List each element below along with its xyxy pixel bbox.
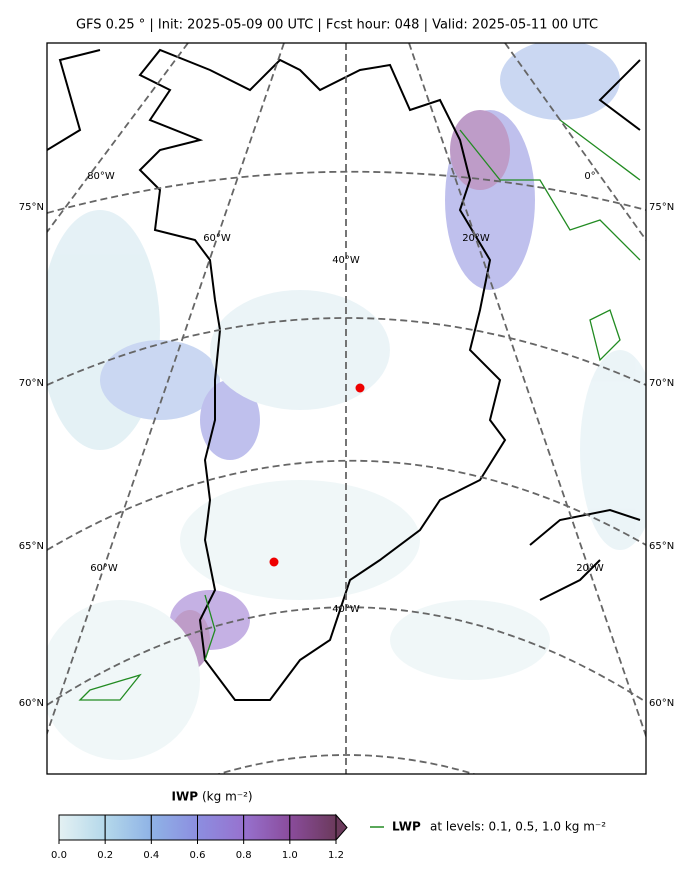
graticule [47, 43, 646, 774]
colorbar-tick-label: 0.6 [190, 850, 206, 861]
colorbar-tick-label: 0.8 [236, 850, 252, 861]
lat-label: 65°N [649, 541, 674, 552]
legend-label: LWP [392, 820, 421, 834]
colorbar-tick-label: 1.2 [328, 850, 344, 861]
lon-label: 60°W [203, 233, 231, 244]
lat-label: 65°N [19, 541, 44, 552]
lat-label: 60°N [19, 698, 44, 709]
lon-label: 20°W [576, 563, 604, 574]
coastline [47, 49, 641, 601]
lat-label: 60°N [649, 698, 674, 709]
lat-label: 70°N [19, 378, 44, 389]
colorbar-segment [197, 814, 245, 841]
colorbar-tick-label: 0.0 [51, 850, 67, 861]
colorbar-tick-label: 0.2 [97, 850, 113, 861]
lon-label: 40°W [332, 255, 360, 266]
colorbar-segment [150, 814, 198, 841]
legend-text: at levels: 0.1, 0.5, 1.0 kg m⁻² [430, 820, 606, 834]
map-frame [46, 42, 647, 775]
colorbar-segment [243, 814, 291, 841]
lat-label: 70°N [649, 378, 674, 389]
map [47, 43, 646, 774]
lon-label: 0° [584, 171, 595, 182]
cloud-field [47, 43, 646, 760]
colorbar-tick-label: 0.4 [143, 850, 159, 861]
colorbar-segment [58, 814, 106, 841]
site-marker [355, 383, 365, 393]
colorbar-segment [104, 814, 152, 841]
lon-label: 20°W [462, 233, 490, 244]
colorbar: 0.0 0.2 0.4 0.6 0.8 1.0 1.2 [51, 813, 348, 861]
colorbar-extend [335, 813, 348, 842]
colorbar-unit: (kg m⁻²) [202, 790, 253, 804]
site-marker [269, 557, 279, 567]
lon-label: 80°W [87, 171, 115, 182]
lon-label: 60°W [90, 563, 118, 574]
lwp-contour [78, 119, 641, 701]
lon-label: 40°W [332, 604, 360, 615]
lat-label: 75°N [19, 202, 44, 213]
colorbar-label: IWP [172, 790, 199, 804]
title: GFS 0.25 ° | Init: 2025-05-09 00 UTC | F… [76, 18, 598, 33]
lat-label: 75°N [649, 202, 674, 213]
colorbar-segment [289, 814, 337, 841]
colorbar-tick-label: 1.0 [282, 850, 298, 861]
